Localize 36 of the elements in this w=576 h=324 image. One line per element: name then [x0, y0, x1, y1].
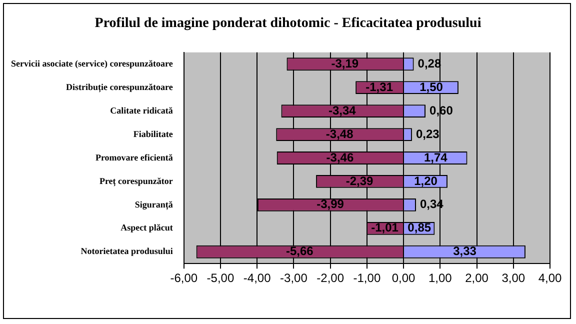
x-tick-label: -6,00 — [170, 271, 198, 286]
data-label: 1,20 — [414, 174, 438, 188]
y-tick-label: Servicii asociate (service) corespunzătoare — [10, 58, 173, 68]
data-label: -3,99 — [316, 197, 344, 212]
x-tick-label: 4,00 — [538, 271, 562, 286]
data-label: -3,48 — [326, 126, 354, 141]
data-label: -5,66 — [286, 244, 314, 258]
data-label: 0,23 — [416, 126, 440, 141]
x-tick-label: 3,00 — [502, 271, 526, 286]
x-tick-label: 0,00 — [392, 271, 416, 286]
y-tick-label: Preț corespunzător — [99, 176, 173, 187]
data-label: -3,34 — [328, 103, 356, 118]
x-tick-label: -4,00 — [243, 271, 272, 286]
data-label: -3,46 — [326, 150, 354, 164]
y-tick-label: Fiabilitate — [133, 128, 173, 139]
data-label: -1,31 — [366, 80, 394, 94]
y-tick-label: Distribuție corespunzătoare — [66, 82, 173, 93]
x-tick-label: -2,00 — [316, 271, 344, 286]
data-label: 1,50 — [420, 80, 444, 94]
data-label: 3,33 — [453, 244, 477, 258]
y-tick-label: Promovare eficientă — [95, 152, 174, 162]
x-tick-label: 2,00 — [465, 271, 489, 286]
data-label: -3,19 — [331, 56, 359, 70]
x-tick-label: -3,00 — [280, 271, 308, 286]
y-tick-label: Notorietatea produsului — [80, 246, 174, 256]
x-tick-label: 1,00 — [428, 271, 452, 286]
data-label: -1,01 — [371, 220, 399, 235]
y-tick-label: Aspect plăcut — [120, 222, 173, 233]
data-label: 1,74 — [424, 150, 448, 164]
x-tick-label: -1,00 — [353, 271, 381, 286]
y-tick-label: Siguranță — [134, 199, 174, 210]
chart-title: Profilul de imagine ponderat dihotomic - Eficacitatea produsului — [94, 16, 482, 32]
y-tick-label: Calitate ridicată — [110, 105, 174, 116]
data-label: 0,85 — [408, 220, 432, 235]
x-tick-label: -5,00 — [206, 271, 234, 286]
data-label: -2,39 — [346, 174, 374, 188]
